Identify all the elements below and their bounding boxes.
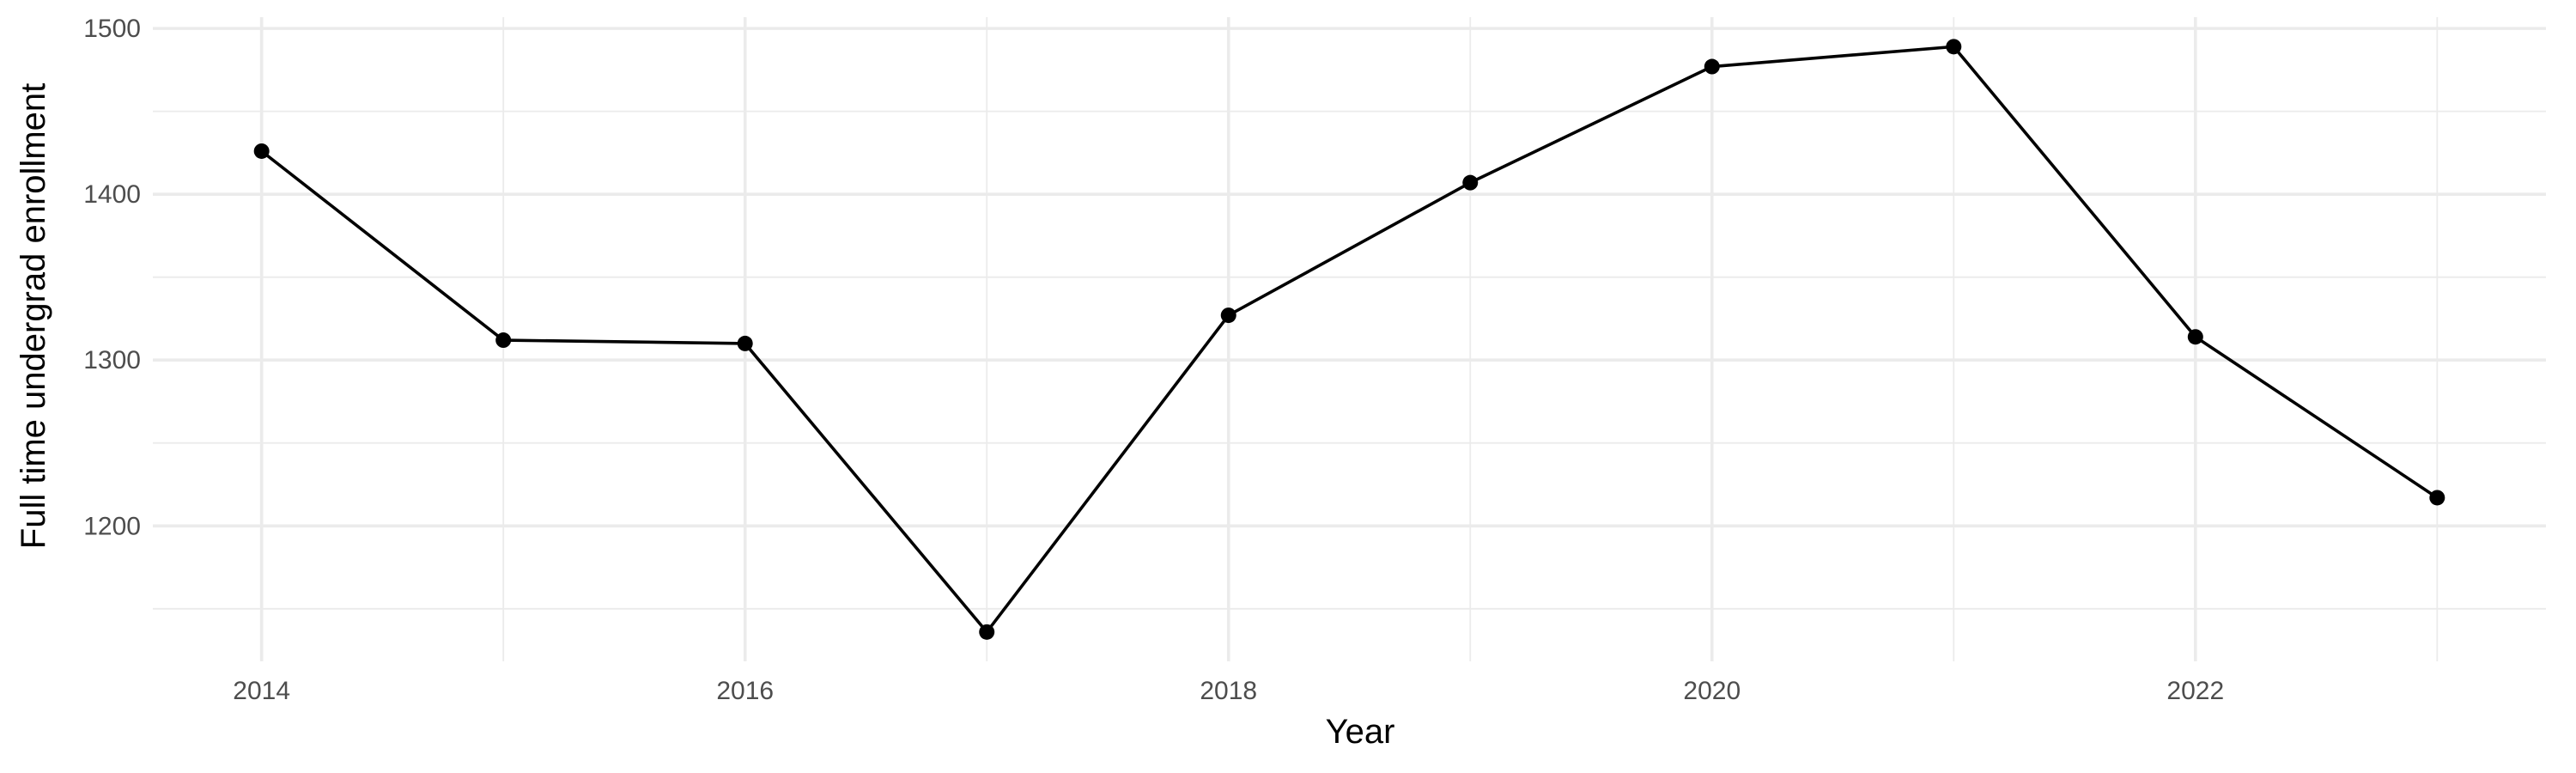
data-point bbox=[495, 332, 512, 349]
data-point bbox=[2187, 329, 2203, 345]
x-tick-label: 2018 bbox=[1200, 677, 1257, 705]
series-line bbox=[260, 45, 2439, 634]
x-tick-label: 2020 bbox=[1683, 677, 1741, 705]
data-point bbox=[253, 143, 270, 159]
x-tick-labels: 2014 2016 2018 2020 2022 bbox=[233, 677, 2224, 705]
y-tick-label: 1400 bbox=[83, 180, 141, 209]
data-point bbox=[1220, 307, 1236, 324]
x-tick-label: 2016 bbox=[716, 677, 774, 705]
data-point bbox=[737, 335, 753, 351]
y-tick-label: 1300 bbox=[83, 346, 141, 374]
data-point bbox=[1946, 39, 1962, 55]
y-tick-label: 1200 bbox=[83, 512, 141, 540]
x-tick-label: 2014 bbox=[233, 677, 290, 705]
x-axis-title: Year bbox=[1326, 713, 1395, 751]
y-axis-title: Full time undergrad enrollment bbox=[15, 83, 52, 549]
data-point bbox=[979, 624, 995, 640]
x-tick-label: 2022 bbox=[2166, 677, 2224, 705]
data-point bbox=[1462, 174, 1479, 191]
y-tick-label: 1500 bbox=[83, 15, 141, 43]
y-tick-labels: 1200 1300 1400 1500 bbox=[83, 15, 141, 540]
series-group bbox=[253, 39, 2445, 640]
data-point bbox=[1704, 58, 1720, 75]
data-point bbox=[2429, 490, 2445, 506]
